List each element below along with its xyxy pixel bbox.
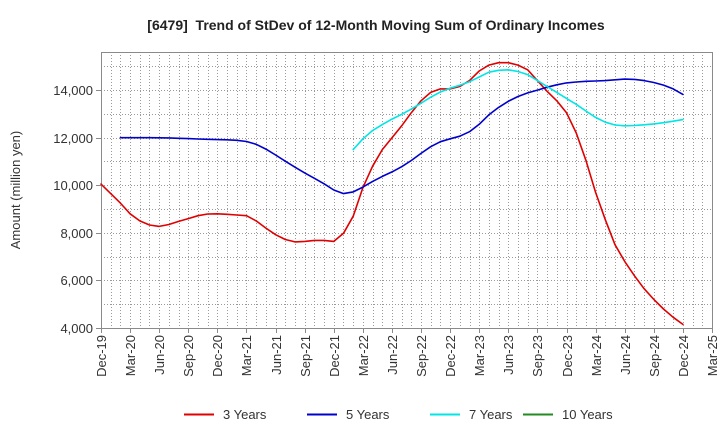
x-tick-label: Mar-20 [123, 335, 138, 376]
x-tick-label: Sep-24 [647, 335, 662, 377]
series-line-5-years [119, 78, 684, 195]
x-tick-label: Mar-21 [239, 335, 254, 376]
series-line-3-years [100, 61, 684, 326]
chart-title: [6479] Trend of StDev of 12-Month Moving… [147, 17, 605, 33]
y-tick-label: 4,000 [60, 321, 93, 336]
x-tick-label: Jun-22 [385, 335, 400, 375]
y-tick-label: 12,000 [53, 131, 93, 146]
axes: 4,000 6,000 8,000 10,000 12,000 14,000 Dec-19 M… [53, 52, 720, 377]
x-tick-label: Sep-20 [181, 335, 196, 377]
legend-label-10-years: 10 Years [562, 407, 613, 422]
legend-label-3-years: 3 Years [223, 407, 267, 422]
y-tick-label: 8,000 [60, 226, 93, 241]
legend-label-7-years: 7 Years [469, 407, 513, 422]
grid [101, 52, 712, 328]
x-tick-label: Dec-19 [94, 335, 109, 377]
legend-item-10-years: 10 Years [523, 407, 613, 422]
x-tick-label: Dec-23 [560, 335, 575, 377]
x-tick-label: Jun-20 [152, 335, 167, 375]
x-tick-label: Dec-20 [210, 335, 225, 377]
y-axis-label: Amount (million yen) [8, 131, 23, 250]
legend-item-7-years: 7 Years [430, 407, 513, 422]
x-tick-label: Dec-22 [443, 335, 458, 377]
y-tick-label: 10,000 [53, 178, 93, 193]
x-tick-label: Mar-24 [589, 335, 604, 376]
x-tick-label: Dec-24 [676, 335, 691, 377]
legend: 3 Years 5 Years 7 Years 10 Years [184, 407, 613, 422]
legend-label-5-years: 5 Years [346, 407, 390, 422]
legend-item-3-years: 3 Years [184, 407, 267, 422]
x-tick-label: Jun-21 [269, 335, 284, 375]
x-tick-label: Mar-25 [705, 335, 720, 376]
x-tick-label: Mar-22 [356, 335, 371, 376]
x-tick-label: Jun-23 [501, 335, 516, 375]
y-tick-label: 6,000 [60, 273, 93, 288]
x-tick-label: Mar-23 [472, 335, 487, 376]
x-tick-label: Sep-23 [530, 335, 545, 377]
y-tick-label: 14,000 [53, 83, 93, 98]
plot-frame [101, 52, 713, 329]
legend-item-5-years: 5 Years [307, 407, 390, 422]
x-tick-label: Jun-24 [618, 335, 633, 375]
x-tick-label: Dec-21 [327, 335, 342, 377]
x-tick-label: Sep-22 [414, 335, 429, 377]
series-line-7-years [352, 69, 684, 151]
series-lines [100, 61, 684, 326]
x-tick-label: Sep-21 [298, 335, 313, 377]
